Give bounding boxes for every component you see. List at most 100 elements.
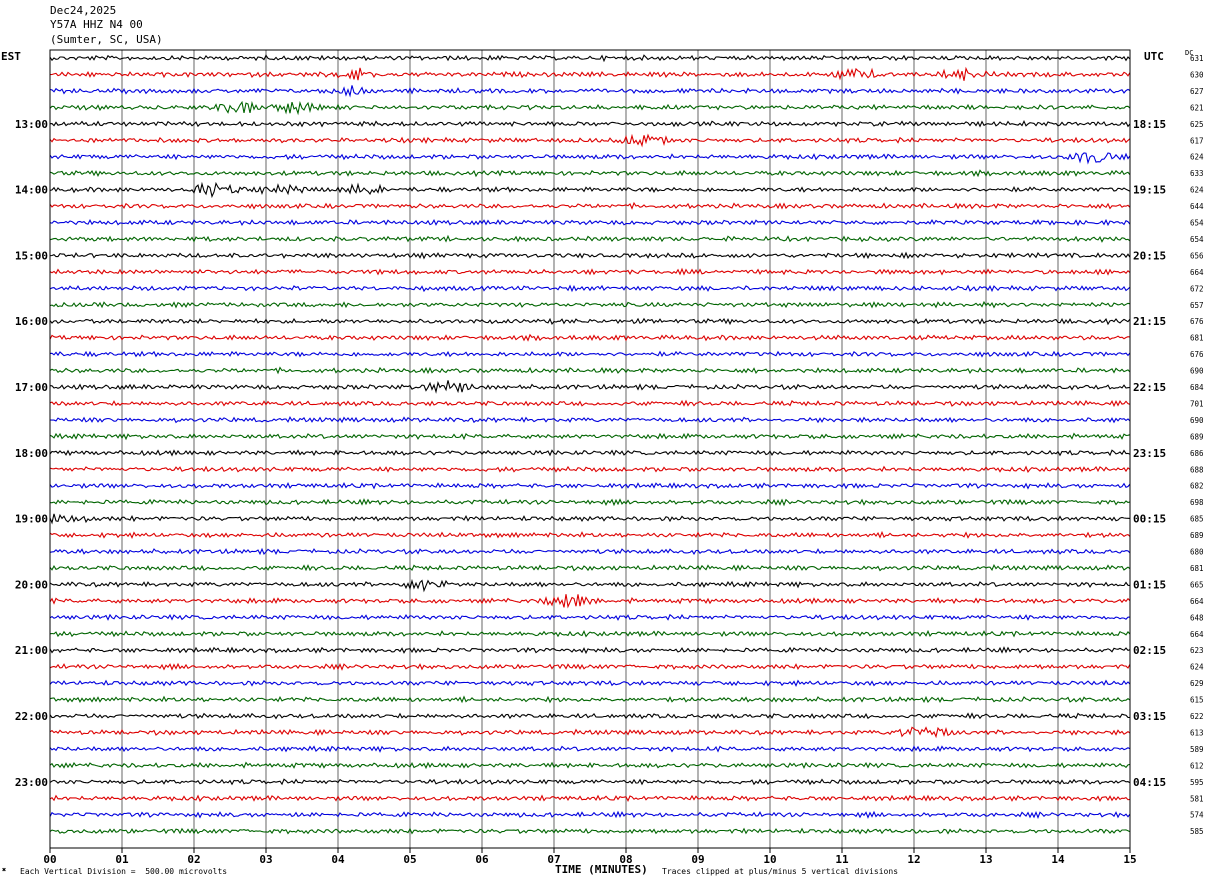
header-location: (Sumter, SC, USA): [50, 33, 163, 46]
x-axis-ticks: 00 01 02 03 04 05 06 07 08 09 10 11 12 13 14 15: [43, 848, 1137, 866]
x-tick-label: 11: [835, 853, 849, 866]
left-time-label: 16:00: [15, 315, 48, 328]
right-time-label: 01:15: [1133, 578, 1166, 591]
trace-line-6: [49, 152, 1131, 165]
trace-line-42: [49, 745, 1131, 753]
trace-line-29: [49, 530, 1131, 539]
plot-frame: [49, 49, 1131, 849]
trace-line-14: [49, 284, 1131, 293]
trace-line-40: [49, 712, 1131, 720]
right-time-label: 23:15: [1133, 447, 1166, 460]
dc-offset-value: 665: [1190, 580, 1204, 589]
dc-offset-value: 688: [1190, 465, 1204, 474]
trace-line-1: [49, 66, 1131, 81]
dc-offset-value: 633: [1190, 169, 1204, 178]
right-time-label: 22:15: [1133, 381, 1166, 394]
trace-line-8: [49, 181, 1131, 199]
left-time-label: 14:00: [15, 184, 48, 197]
trace-line-20: [49, 380, 1131, 394]
right-time-label: 02:15: [1133, 644, 1166, 657]
trace-line-37: [49, 662, 1131, 671]
dc-offset-value: 624: [1190, 186, 1204, 195]
right-time-label: 04:15: [1133, 776, 1166, 789]
trace-line-35: [49, 629, 1131, 638]
x-tick-label: 08: [619, 853, 632, 866]
x-tick-label: 06: [475, 853, 489, 866]
left-time-label: 13:00: [15, 118, 48, 131]
dc-offset-value: 664: [1190, 630, 1204, 639]
x-tick-label: 10: [763, 853, 776, 866]
x-tick-label: 07: [547, 853, 560, 866]
trace-line-32: [49, 578, 1131, 593]
trace-line-13: [49, 267, 1131, 276]
x-tick-label: 03: [259, 853, 272, 866]
dc-offset-value: 681: [1190, 334, 1204, 343]
trace-line-46: [49, 810, 1131, 820]
dc-offset-value: 648: [1190, 613, 1204, 622]
dc-offset-value: 574: [1190, 811, 1204, 820]
dc-offset-value: 698: [1190, 498, 1204, 507]
dc-offset-value: 617: [1190, 136, 1204, 145]
dc-offset-value: 657: [1190, 301, 1204, 310]
trace-line-23: [49, 432, 1131, 441]
trace-line-12: [49, 251, 1131, 260]
x-tick-label: 00: [43, 853, 56, 866]
right-time-label: 19:15: [1133, 184, 1166, 197]
trace-line-7: [49, 169, 1131, 178]
right-time-label: 20:15: [1133, 249, 1166, 262]
dc-offset-value: 689: [1190, 531, 1204, 540]
trace-line-38: [49, 679, 1131, 687]
dc-offset-value: 630: [1190, 70, 1204, 79]
dc-offset-value: 589: [1190, 745, 1204, 754]
left-time-label: 20:00: [15, 578, 48, 591]
trace-line-27: [50, 498, 1131, 507]
minute-grid: [121, 50, 1059, 848]
dc-offset-value: 625: [1190, 120, 1204, 129]
dc-offset-value: 595: [1190, 778, 1204, 787]
x-tick-label: 02: [187, 853, 200, 866]
right-time-label: 03:15: [1133, 710, 1166, 723]
right-timezone-label: UTC: [1144, 50, 1164, 63]
x-tick-label: 09: [691, 853, 704, 866]
dc-offset-value: 623: [1190, 646, 1204, 655]
x-axis-title: TIME (MINUTES): [555, 863, 648, 876]
right-time-label: 18:15: [1133, 118, 1166, 131]
dc-offset-value: 682: [1190, 482, 1204, 491]
x-tick-label: 01: [115, 853, 129, 866]
left-time-label: 21:00: [15, 644, 48, 657]
trace-line-17: [49, 333, 1131, 342]
dc-offset-value: 585: [1190, 827, 1204, 836]
trace-line-22: [49, 415, 1131, 424]
trace-line-26: [49, 481, 1131, 490]
trace-line-43: [49, 761, 1131, 770]
x-tick-label: 13: [979, 853, 992, 866]
trace-line-10: [49, 218, 1131, 227]
corner-mark: ✖: [2, 866, 7, 874]
header-date: Dec24,2025: [50, 4, 117, 17]
trace-line-21: [49, 399, 1131, 408]
dc-offset-value: 681: [1190, 564, 1204, 573]
trace-line-9: [49, 201, 1131, 210]
trace-line-0: [49, 54, 1131, 63]
dc-offset-value: 629: [1190, 679, 1204, 688]
dc-offset-value: 631: [1190, 54, 1204, 63]
dc-offset-value: 680: [1190, 548, 1204, 557]
dc-offset-value: 581: [1190, 794, 1204, 803]
dc-offset-value: 654: [1190, 235, 1204, 244]
x-tick-label: 04: [331, 853, 345, 866]
dc-offset-value: 615: [1190, 696, 1204, 705]
dc-offset-value: 621: [1190, 103, 1204, 112]
dc-offset-column: 631 630 627 621 625 617 624 633 624 644 654 654 656 6…: [1190, 54, 1204, 836]
trace-line-4: [49, 119, 1131, 128]
dc-offset-value: 685: [1190, 515, 1204, 524]
x-tick-label: 15: [1123, 853, 1136, 866]
x-tick-label: 14: [1051, 853, 1065, 866]
trace-line-11: [49, 234, 1131, 243]
trace-line-31: [49, 563, 1131, 572]
dc-offset-value: 672: [1190, 284, 1204, 293]
dc-offset-value: 627: [1190, 87, 1204, 96]
trace-line-44: [49, 778, 1131, 786]
left-time-label: 15:00: [15, 249, 48, 262]
x-tick-label: 05: [403, 853, 416, 866]
trace-line-36: [49, 646, 1131, 655]
